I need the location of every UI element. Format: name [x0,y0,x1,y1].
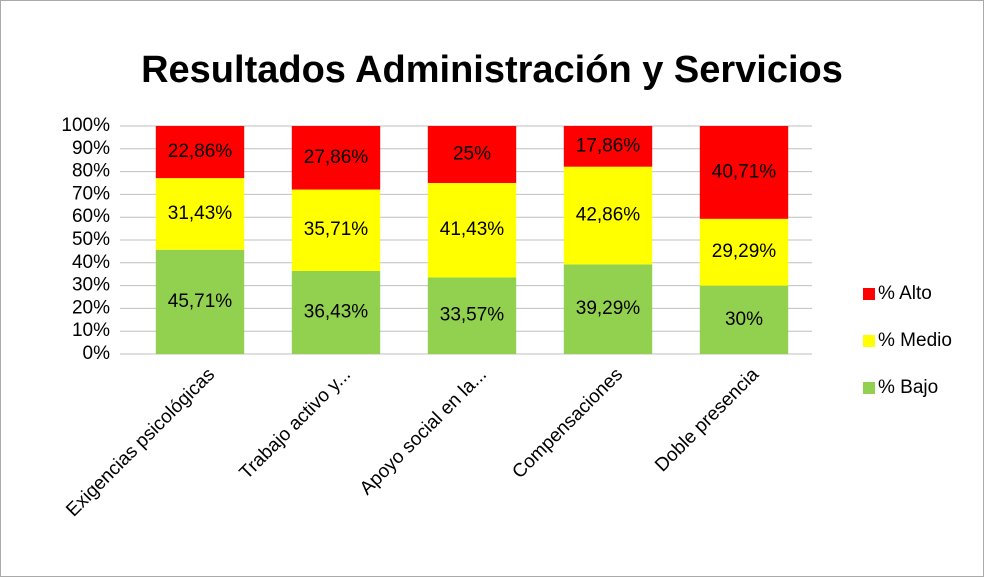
y-tick-label: 80% [72,161,110,182]
bar-segment [427,126,517,183]
y-tick-label: 50% [72,229,110,250]
data-label: 17,86% [576,135,641,156]
legend-label: % Alto [878,283,932,304]
data-label: 40,71% [712,161,777,182]
legend-label: % Bajo [878,377,938,398]
bar-segment [155,126,245,179]
data-label: 30% [725,309,763,330]
y-tick-label: 70% [72,183,110,204]
y-tick-label: 60% [72,206,110,227]
bar-segment [291,126,381,190]
data-label: 41,43% [440,219,505,240]
bar-segment [563,166,653,265]
chart-title: Resultados Administración y Servicios [141,49,843,91]
bar-segment [563,125,653,167]
y-tick-label: 90% [72,138,110,159]
data-label: 35,71% [304,219,369,240]
bar-segment [155,249,245,354]
legend-swatch [863,335,875,347]
data-label: 42,86% [576,205,641,226]
data-label: 27,86% [304,147,369,168]
data-label: 36,43% [304,301,369,322]
data-label: 45,71% [168,291,233,312]
legend-label: % Medio [878,330,952,351]
bar-segment [427,277,517,354]
y-tick-label: 30% [72,275,110,296]
bar-segment [699,218,789,286]
data-label: 22,86% [168,141,233,162]
data-label: 29,29% [712,241,777,262]
data-label: 25% [453,144,491,165]
bar-segment [699,126,789,219]
legend-swatch [863,382,875,394]
data-label: 33,57% [440,305,505,326]
bar-segment [291,189,381,271]
bar-segment [699,285,789,354]
legend-swatch [863,288,875,300]
y-tick-label: 40% [72,252,110,273]
data-label: 31,43% [168,203,233,224]
y-tick-label: 10% [72,320,110,341]
y-tick-label: 20% [72,297,110,318]
bar-segment [427,183,517,278]
bar-segment [563,264,653,354]
bar-segment [291,270,381,354]
data-label: 39,29% [576,298,641,319]
y-tick-label: 0% [83,343,111,364]
y-tick-label: 100% [61,115,110,136]
bar-segment [155,178,245,250]
